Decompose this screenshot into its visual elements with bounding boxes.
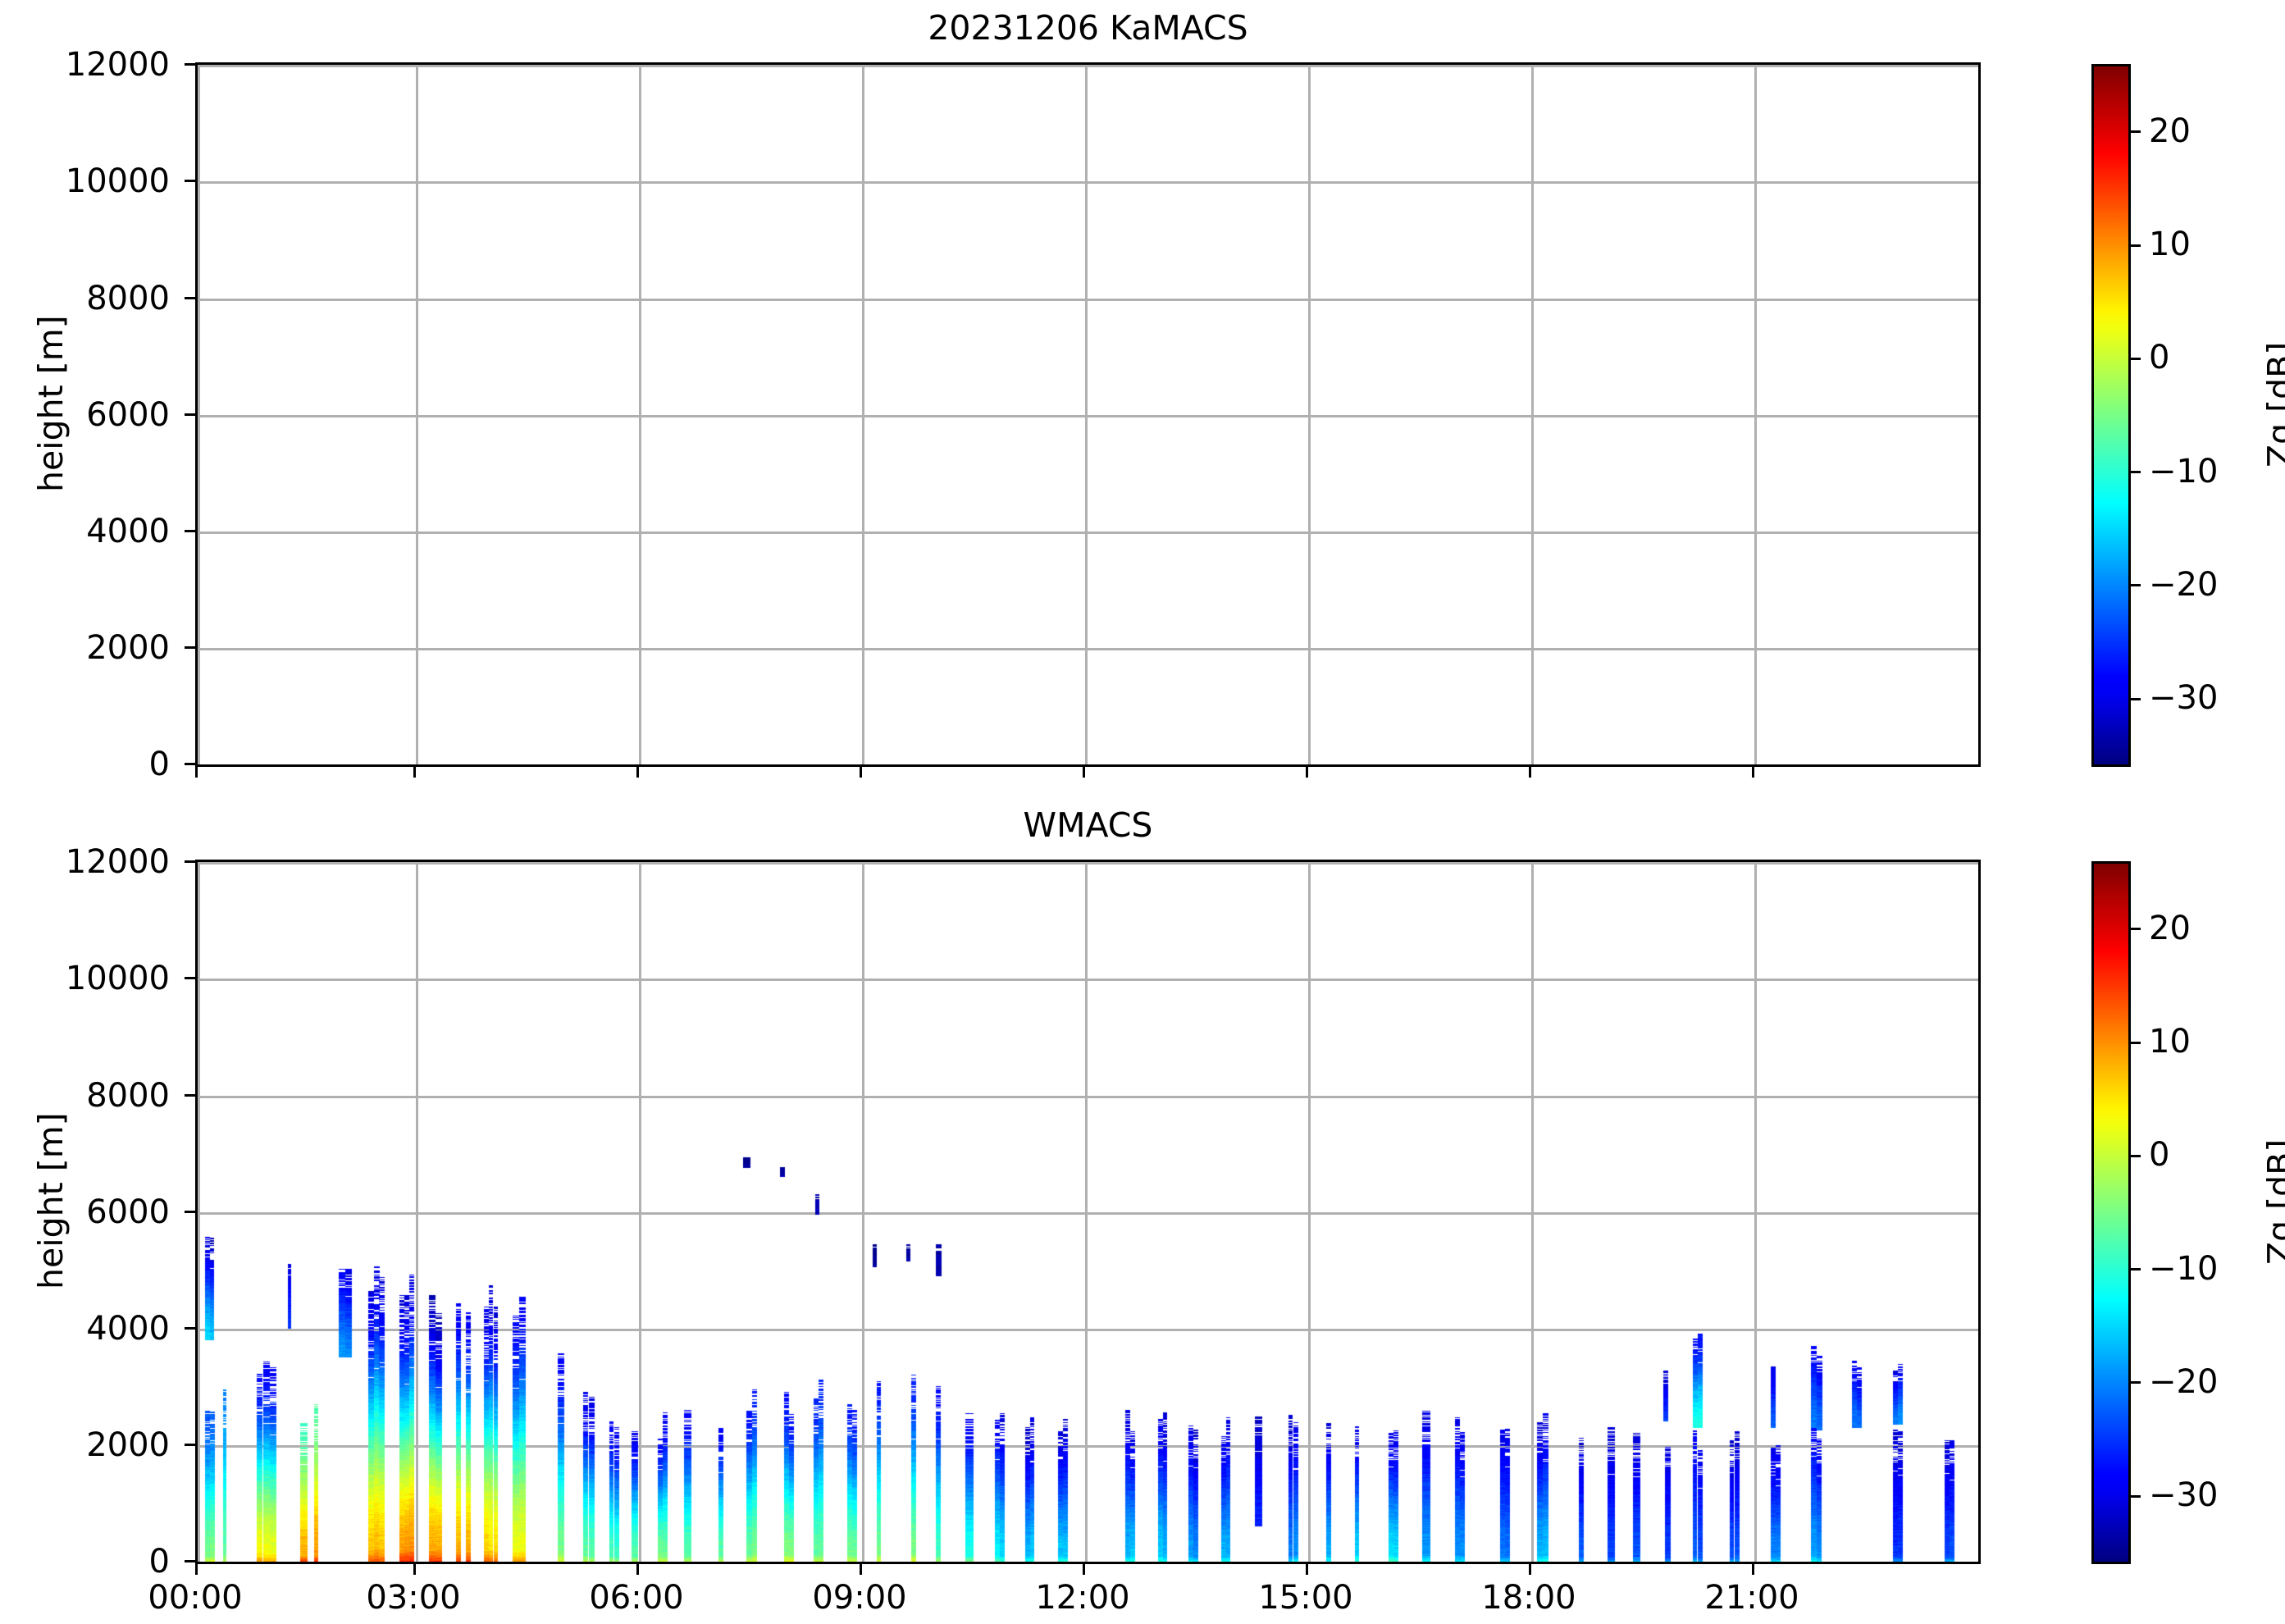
y-tick-label: 0 xyxy=(148,1543,170,1581)
y-tick xyxy=(185,63,195,66)
y-tick-label: 4000 xyxy=(86,1310,170,1348)
x-tick xyxy=(1529,767,1531,778)
x-tick-label: 15:00 xyxy=(1258,1579,1353,1617)
x-tick-label: 09:00 xyxy=(812,1579,907,1617)
y-tick xyxy=(185,1444,195,1446)
y-tick xyxy=(185,413,195,416)
plot-area-wmacs[interactable] xyxy=(195,860,1981,1564)
colorbar-tick-label: −10 xyxy=(2149,1249,2219,1288)
x-tick-label: 12:00 xyxy=(1035,1579,1130,1617)
colorbar-tick-label: −10 xyxy=(2149,452,2219,490)
x-tick-label: 06:00 xyxy=(589,1579,684,1617)
colorbar-tick xyxy=(2131,697,2141,700)
x-tick xyxy=(636,1564,639,1575)
x-tick xyxy=(1306,767,1308,778)
x-tick-label: 00:00 xyxy=(148,1579,243,1617)
x-tick xyxy=(195,767,198,778)
panel-wmacs: WMACS height [m] 0 2000 xyxy=(0,787,2285,1624)
colorbar-tick-label: −20 xyxy=(2149,565,2219,604)
colorbar-tick-label: 20 xyxy=(2149,112,2191,150)
colorbar-tick-label: 0 xyxy=(2149,339,2170,377)
x-tick xyxy=(636,767,639,778)
colorbar-tick xyxy=(2131,1154,2141,1157)
x-tick xyxy=(195,1564,198,1575)
y-tick xyxy=(185,763,195,765)
y-tick xyxy=(185,180,195,182)
colorbar-tick xyxy=(2131,357,2141,360)
y-tick-label: 0 xyxy=(148,746,170,783)
colorbar-tick xyxy=(2131,1268,2141,1271)
y-tick-label: 8000 xyxy=(86,1077,170,1115)
y-tick-label: 10000 xyxy=(65,960,170,997)
x-tick xyxy=(860,767,862,778)
y-tick-label: 8000 xyxy=(86,280,170,317)
y-tick-label: 4000 xyxy=(86,513,170,550)
y-tick xyxy=(185,1094,195,1097)
colorbar-wmacs xyxy=(2091,861,2131,1564)
y-tick-label: 12000 xyxy=(65,46,170,84)
x-tick xyxy=(1529,1564,1531,1575)
colorbar-tick xyxy=(2131,471,2141,474)
gridline-h xyxy=(198,764,1978,767)
y-tick-label: 2000 xyxy=(86,1426,170,1464)
colorbar-tick-label: 20 xyxy=(2149,909,2191,947)
colorbar-tick-label: −20 xyxy=(2149,1362,2219,1401)
x-tick xyxy=(860,1564,862,1575)
x-tick xyxy=(413,1564,416,1575)
y-tick-label: 10000 xyxy=(65,162,170,200)
x-tick xyxy=(1083,1564,1085,1575)
colorbar-tick-label: −30 xyxy=(2149,679,2219,718)
y-tick-label: 2000 xyxy=(86,629,170,667)
colorbar-tick-label: 0 xyxy=(2149,1136,2170,1175)
x-tick xyxy=(1083,767,1085,778)
colorbar-tick xyxy=(2131,928,2141,931)
colorbar-tick xyxy=(2131,130,2141,134)
colorbar-label-kamacs: Zg [dB] xyxy=(2260,341,2285,468)
y-tick-label: 6000 xyxy=(86,396,170,434)
colorbar-tick xyxy=(2131,1494,2141,1498)
y-tick xyxy=(185,646,195,649)
y-tick xyxy=(185,530,195,532)
colorbar-kamacs xyxy=(2091,64,2131,767)
colorbar-tick xyxy=(2131,1041,2141,1044)
panel-title-kamacs: 20231206 KaMACS xyxy=(928,8,1248,48)
y-tick xyxy=(185,860,195,863)
gridline-h xyxy=(198,1562,1978,1564)
colorbar-tick xyxy=(2131,584,2141,587)
x-tick-label: 18:00 xyxy=(1481,1579,1576,1617)
heatmap-canvas-kamacs xyxy=(198,65,1978,764)
y-tick xyxy=(185,977,195,979)
x-tick xyxy=(1306,1564,1308,1575)
x-tick xyxy=(1752,1564,1754,1575)
colorbar-tick-label: 10 xyxy=(2149,226,2191,264)
y-tick xyxy=(185,1327,195,1330)
panel-kamacs: 20231206 KaMACS height [m] xyxy=(0,0,2285,787)
x-tick-label: 21:00 xyxy=(1704,1579,1799,1617)
y-tick-label: 6000 xyxy=(86,1193,170,1231)
panel-title-wmacs: WMACS xyxy=(1023,805,1153,845)
colorbar-tick xyxy=(2131,1381,2141,1385)
colorbar-tick-label: 10 xyxy=(2149,1023,2191,1061)
y-tick-label: 12000 xyxy=(65,843,170,881)
x-tick xyxy=(1752,767,1754,778)
y-tick xyxy=(185,1211,195,1213)
y-tick xyxy=(185,297,195,299)
x-tick-label: 03:00 xyxy=(366,1579,461,1617)
heatmap-canvas-wmacs xyxy=(198,862,1978,1562)
colorbar-label-wmacs: Zg [dB] xyxy=(2260,1138,2285,1265)
colorbar-tick xyxy=(2131,244,2141,247)
x-tick xyxy=(413,767,416,778)
plot-area-kamacs[interactable] xyxy=(195,62,1981,767)
colorbar-tick-label: −30 xyxy=(2149,1476,2219,1515)
y-tick xyxy=(185,1560,195,1562)
